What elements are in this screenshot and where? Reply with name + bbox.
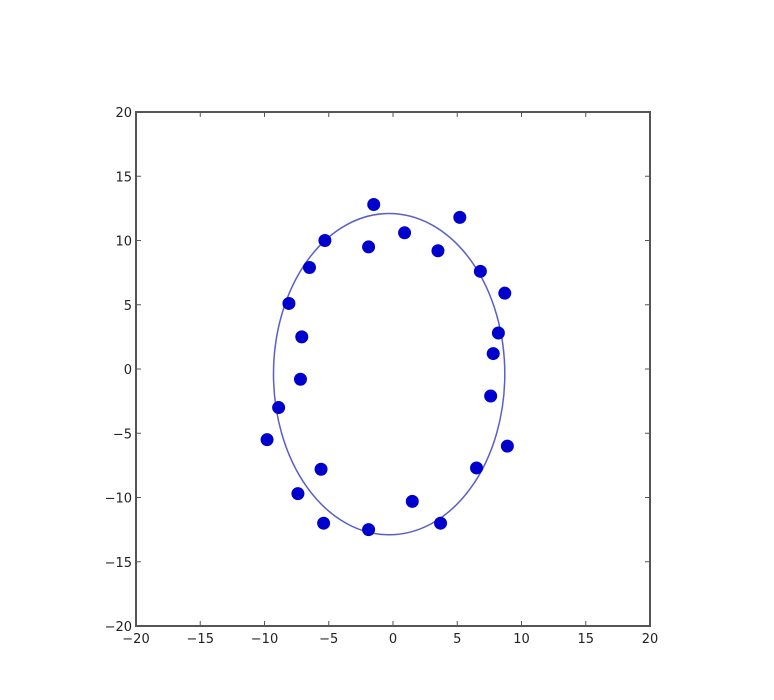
x-tick-label: 10 (513, 632, 530, 647)
data-point (470, 461, 484, 475)
tick-marks (135, 111, 651, 627)
data-point (498, 286, 512, 300)
data-point (405, 494, 419, 508)
y-tick-label: −5 (113, 427, 132, 442)
x-tick-label: 5 (453, 632, 461, 647)
data-point (434, 516, 448, 530)
y-tick-label: 0 (124, 363, 132, 378)
x-tick-label: −15 (187, 632, 214, 647)
scatter-points (260, 198, 514, 537)
y-tick-label: −10 (105, 492, 132, 507)
plot-area-frame (135, 111, 651, 627)
data-point (318, 234, 332, 247)
data-point (362, 523, 376, 537)
x-tick-label: −10 (251, 632, 278, 647)
x-tick-label: −20 (122, 632, 149, 647)
x-tick-label: 15 (577, 632, 594, 647)
data-point (453, 210, 467, 224)
data-point (473, 264, 487, 278)
data-point (295, 330, 309, 344)
x-tick-label: 0 (389, 632, 397, 647)
y-tick-label: −20 (105, 620, 132, 635)
data-point (486, 347, 500, 361)
data-point (282, 296, 296, 310)
data-point (260, 433, 274, 447)
x-tick-label: −5 (319, 632, 338, 647)
data-point (367, 198, 381, 212)
data-point (317, 516, 331, 530)
y-tick-label: 20 (115, 106, 132, 121)
data-point (272, 401, 286, 415)
data-point (431, 244, 445, 258)
y-tick-label: 10 (115, 235, 132, 250)
data-point (398, 226, 412, 240)
y-axis-tick-labels: −20 −15 −10 −5 0 5 10 15 20 (105, 106, 132, 635)
data-point (484, 389, 498, 403)
y-tick-label: 5 (124, 299, 132, 314)
data-point (362, 240, 376, 254)
x-axis-tick-labels: −20 −15 −10 −5 0 5 10 15 20 (122, 632, 658, 647)
data-point (314, 462, 328, 476)
fitted-ellipse-layer (272, 212, 506, 536)
data-point (302, 260, 316, 274)
x-tick-label: 20 (642, 632, 659, 647)
y-tick-label: −15 (105, 556, 132, 571)
data-point (291, 487, 305, 501)
data-point (491, 326, 505, 340)
fitted-ellipse (272, 212, 506, 536)
data-point (500, 439, 514, 453)
y-tick-label: 15 (115, 170, 132, 185)
data-point (293, 372, 307, 386)
